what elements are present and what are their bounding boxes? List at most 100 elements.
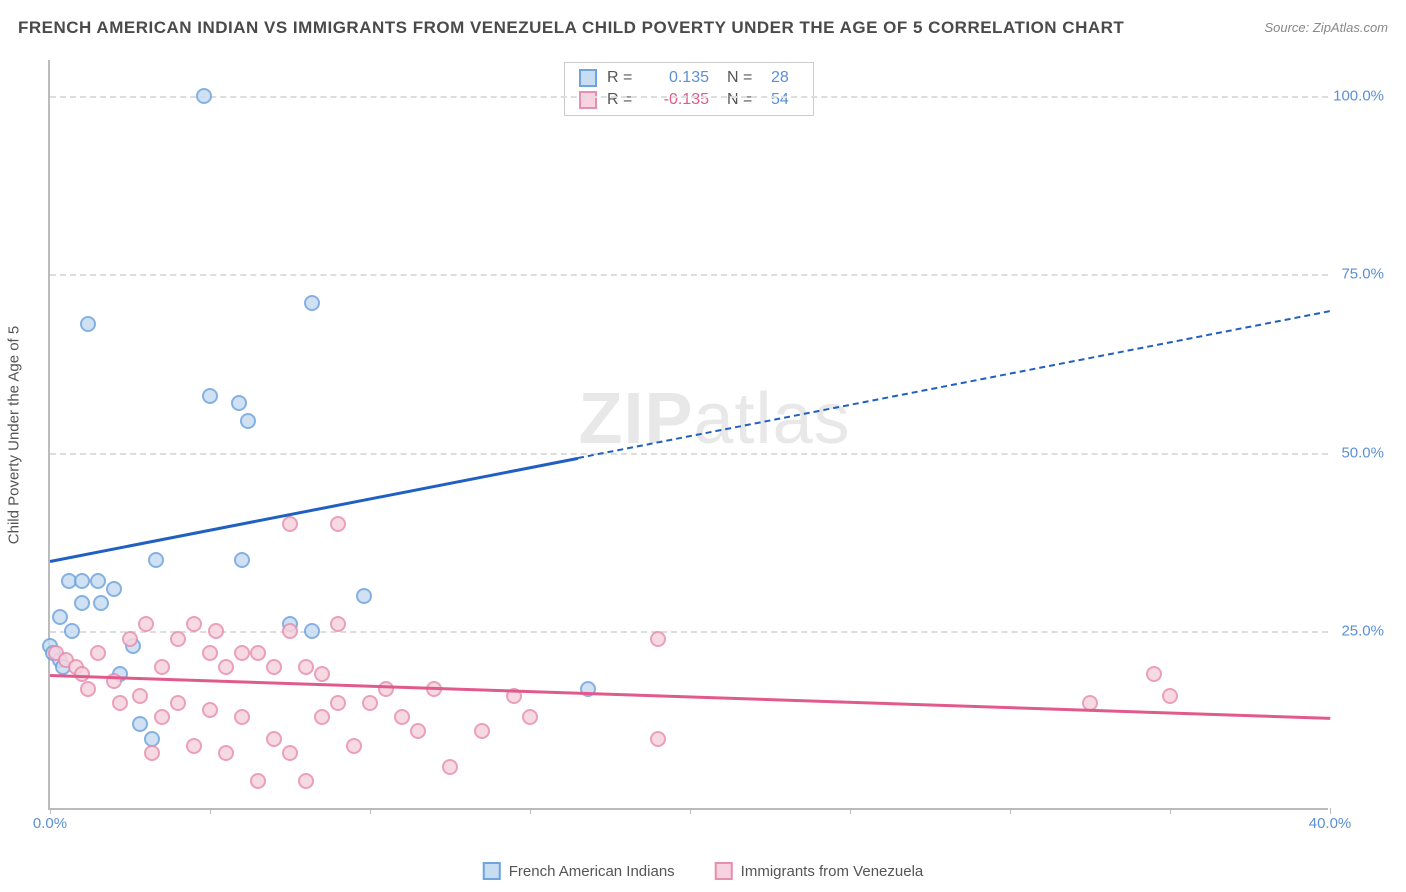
x-tick — [1170, 808, 1171, 814]
data-point — [144, 745, 160, 761]
watermark: ZIPatlas — [578, 378, 850, 460]
n-label: N = — [727, 91, 761, 109]
data-point — [80, 681, 96, 697]
data-point — [90, 573, 106, 589]
x-tick — [850, 808, 851, 814]
chart-title: FRENCH AMERICAN INDIAN VS IMMIGRANTS FRO… — [18, 18, 1124, 38]
data-point — [522, 709, 538, 725]
data-point — [314, 709, 330, 725]
data-point — [231, 395, 247, 411]
x-tick — [370, 808, 371, 814]
series-name: Immigrants from Venezuela — [741, 863, 924, 880]
gridline — [50, 274, 1328, 276]
y-axis-label: Child Poverty Under the Age of 5 — [6, 326, 23, 544]
x-tick — [690, 808, 691, 814]
data-point — [474, 723, 490, 739]
data-point — [282, 623, 298, 639]
data-point — [394, 709, 410, 725]
n-value: 28 — [771, 69, 799, 87]
data-point — [1162, 688, 1178, 704]
data-point — [202, 388, 218, 404]
chart-area: Child Poverty Under the Age of 5 ZIPatla… — [48, 60, 1388, 810]
source-attribution: Source: ZipAtlas.com — [1264, 20, 1388, 35]
x-tick — [530, 808, 531, 814]
data-point — [208, 623, 224, 639]
gridline — [50, 96, 1328, 98]
data-point — [74, 595, 90, 611]
x-tick — [1330, 808, 1331, 814]
x-tick — [50, 808, 51, 814]
y-tick-label: 50.0% — [1341, 444, 1384, 461]
data-point — [410, 723, 426, 739]
data-point — [378, 681, 394, 697]
data-point — [266, 731, 282, 747]
data-point — [240, 413, 256, 429]
data-point — [304, 295, 320, 311]
legend-swatch — [483, 862, 501, 880]
trend-line — [50, 457, 579, 563]
data-point — [218, 659, 234, 675]
data-point — [186, 738, 202, 754]
data-point — [650, 731, 666, 747]
data-point — [314, 666, 330, 682]
data-point — [298, 659, 314, 675]
data-point — [282, 745, 298, 761]
series-legend-item: Immigrants from Venezuela — [715, 862, 924, 880]
data-point — [650, 631, 666, 647]
data-point — [80, 316, 96, 332]
x-tick — [1010, 808, 1011, 814]
data-point — [234, 552, 250, 568]
y-tick-label: 25.0% — [1341, 623, 1384, 640]
data-point — [196, 88, 212, 104]
data-point — [186, 616, 202, 632]
data-point — [106, 581, 122, 597]
correlation-legend: R =0.135N =28 R = -0.135 N = 54 — [564, 62, 814, 116]
gridline — [50, 631, 1328, 633]
data-point — [170, 631, 186, 647]
data-point — [112, 695, 128, 711]
data-point — [132, 688, 148, 704]
legend-swatch — [579, 69, 597, 87]
data-point — [154, 709, 170, 725]
data-point — [218, 745, 234, 761]
data-point — [122, 631, 138, 647]
data-point — [234, 709, 250, 725]
trend-line — [578, 310, 1330, 459]
data-point — [74, 573, 90, 589]
n-value: 54 — [771, 91, 799, 109]
data-point — [362, 695, 378, 711]
data-point — [1146, 666, 1162, 682]
data-point — [148, 552, 164, 568]
data-point — [250, 645, 266, 661]
legend-row: R =0.135N =28 — [579, 67, 799, 89]
data-point — [298, 773, 314, 789]
data-point — [442, 759, 458, 775]
data-point — [330, 695, 346, 711]
x-tick-label: 0.0% — [33, 815, 67, 832]
data-point — [90, 645, 106, 661]
y-tick-label: 75.0% — [1341, 266, 1384, 283]
gridline — [50, 453, 1328, 455]
data-point — [64, 623, 80, 639]
data-point — [132, 716, 148, 732]
legend-swatch — [715, 862, 733, 880]
data-point — [346, 738, 362, 754]
data-point — [138, 616, 154, 632]
data-point — [330, 616, 346, 632]
data-point — [330, 516, 346, 532]
data-point — [234, 645, 250, 661]
data-point — [202, 645, 218, 661]
data-point — [250, 773, 266, 789]
series-legend: French American Indians Immigrants from V… — [483, 862, 924, 880]
data-point — [93, 595, 109, 611]
legend-swatch — [579, 91, 597, 109]
r-value: 0.135 — [647, 69, 709, 87]
r-label: R = — [607, 91, 637, 109]
data-point — [266, 659, 282, 675]
series-name: French American Indians — [509, 863, 675, 880]
x-tick — [210, 808, 211, 814]
r-value: -0.135 — [647, 91, 709, 109]
legend-row: R = -0.135 N = 54 — [579, 89, 799, 111]
data-point — [202, 702, 218, 718]
y-tick-label: 100.0% — [1333, 87, 1384, 104]
